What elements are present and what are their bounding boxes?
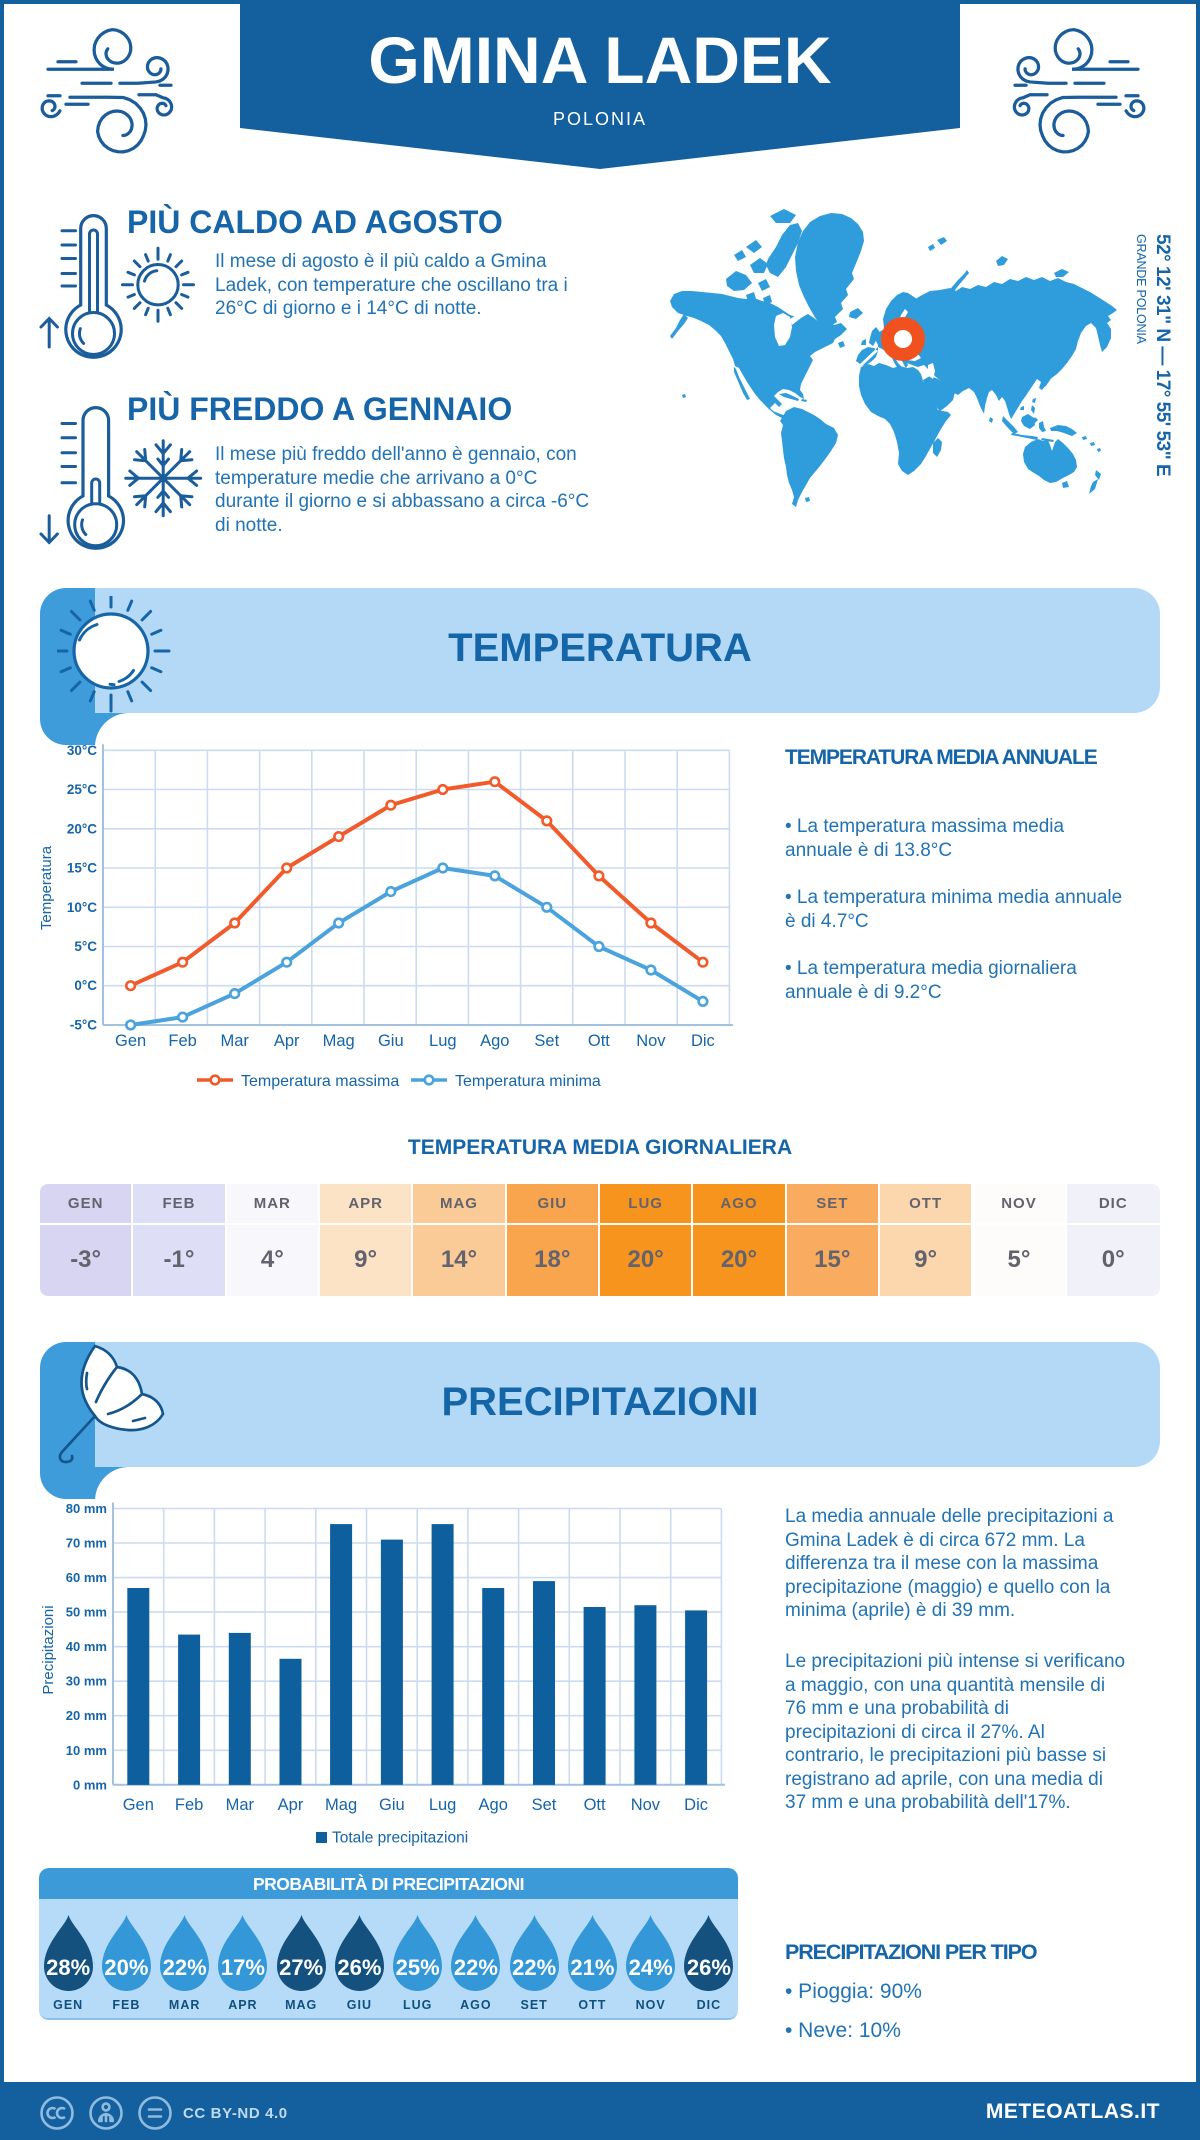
svg-text:30 mm: 30 mm — [66, 1674, 107, 1689]
svg-text:Mag: Mag — [325, 1796, 357, 1814]
svg-text:Mag: Mag — [323, 1032, 355, 1050]
svg-text:-5°C: -5°C — [70, 1018, 97, 1033]
svg-text:Precipitazioni: Precipitazioni — [40, 1605, 57, 1694]
svg-text:Giu: Giu — [378, 1032, 404, 1050]
svg-text:Nov: Nov — [636, 1032, 666, 1050]
svg-text:Lug: Lug — [429, 1796, 457, 1814]
svg-text:Mar: Mar — [220, 1032, 249, 1050]
svg-text:Totale precipitazioni: Totale precipitazioni — [332, 1830, 468, 1847]
svg-text:Dic: Dic — [691, 1032, 715, 1050]
svg-text:10°C: 10°C — [67, 900, 97, 915]
svg-text:Ago: Ago — [479, 1796, 508, 1814]
svg-text:80 mm: 80 mm — [66, 1501, 107, 1516]
svg-text:50 mm: 50 mm — [66, 1605, 107, 1620]
svg-text:0 mm: 0 mm — [73, 1777, 107, 1792]
svg-text:70 mm: 70 mm — [66, 1536, 107, 1551]
svg-text:60 mm: 60 mm — [66, 1570, 107, 1585]
svg-text:Feb: Feb — [175, 1796, 203, 1814]
svg-text:Ott: Ott — [584, 1796, 606, 1814]
svg-text:Set: Set — [534, 1032, 559, 1050]
svg-text:40 mm: 40 mm — [66, 1639, 107, 1654]
svg-text:Gen: Gen — [115, 1032, 146, 1050]
svg-text:15°C: 15°C — [67, 861, 97, 876]
svg-text:Apr: Apr — [278, 1796, 304, 1814]
svg-text:10 mm: 10 mm — [66, 1743, 107, 1758]
svg-text:Giu: Giu — [379, 1796, 405, 1814]
svg-text:0°C: 0°C — [74, 978, 97, 993]
svg-text:Gen: Gen — [123, 1796, 154, 1814]
svg-text:Apr: Apr — [274, 1032, 300, 1050]
svg-text:5°C: 5°C — [74, 939, 97, 954]
svg-text:20 mm: 20 mm — [66, 1708, 107, 1723]
svg-text:Lug: Lug — [429, 1032, 457, 1050]
svg-text:Set: Set — [532, 1796, 557, 1814]
svg-text:Ott: Ott — [588, 1032, 610, 1050]
svg-text:Feb: Feb — [168, 1032, 196, 1050]
svg-text:Dic: Dic — [684, 1796, 708, 1814]
svg-text:30°C: 30°C — [67, 743, 97, 758]
svg-text:Ago: Ago — [480, 1032, 509, 1050]
svg-text:25°C: 25°C — [67, 782, 97, 797]
svg-text:Temperatura minima: Temperatura minima — [455, 1073, 601, 1090]
svg-text:Temperatura: Temperatura — [40, 845, 55, 930]
svg-text:Mar: Mar — [226, 1796, 255, 1814]
svg-text:Temperatura massima: Temperatura massima — [241, 1073, 399, 1090]
svg-text:20°C: 20°C — [67, 821, 97, 836]
svg-text:Nov: Nov — [631, 1796, 661, 1814]
